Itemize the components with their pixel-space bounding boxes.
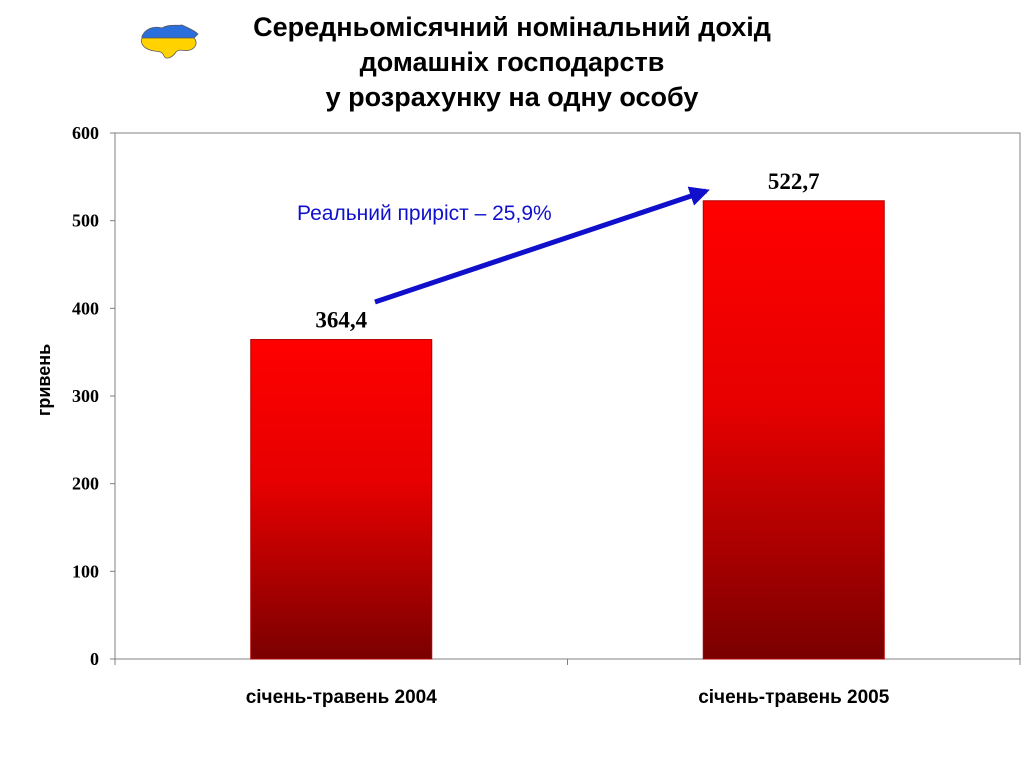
category-label-2: січень-травень 2005 <box>698 687 890 708</box>
title-line-2: домашніх господарств <box>359 47 665 77</box>
title-line-1: Середньомісячний номінальний дохід <box>253 12 771 42</box>
growth-arrow <box>374 186 710 305</box>
y-tick-label: 200 <box>72 474 99 494</box>
y-tick-label: 400 <box>72 298 99 318</box>
data-label-2: 522,7 <box>768 169 820 194</box>
y-tick-label: 100 <box>72 561 99 581</box>
category-label-1: січень-травень 2004 <box>246 687 438 708</box>
y-tick-label: 0 <box>90 649 99 669</box>
y-axis: 0 100 200 300 400 500 600 <box>72 123 115 669</box>
bar-2 <box>702 200 885 660</box>
bars: 364,4 522,7 <box>250 169 885 660</box>
bar-1 <box>250 339 433 660</box>
title-line-3: у розрахунку на одну особу <box>325 82 699 112</box>
x-axis: січень-травень 2004 січень-травень 2005 <box>114 659 1021 708</box>
growth-annotation: Реальний приріст – 25,9% <box>297 202 552 225</box>
y-tick-label: 600 <box>72 123 99 143</box>
y-tick-label: 500 <box>72 211 99 231</box>
chart-title: Середньомісячний номінальний дохід домаш… <box>0 10 1024 115</box>
ukraine-map-icon <box>141 24 199 59</box>
y-axis-label: гривень <box>34 344 54 416</box>
y-tick-label: 300 <box>72 386 99 406</box>
data-label-1: 364,4 <box>315 308 367 333</box>
